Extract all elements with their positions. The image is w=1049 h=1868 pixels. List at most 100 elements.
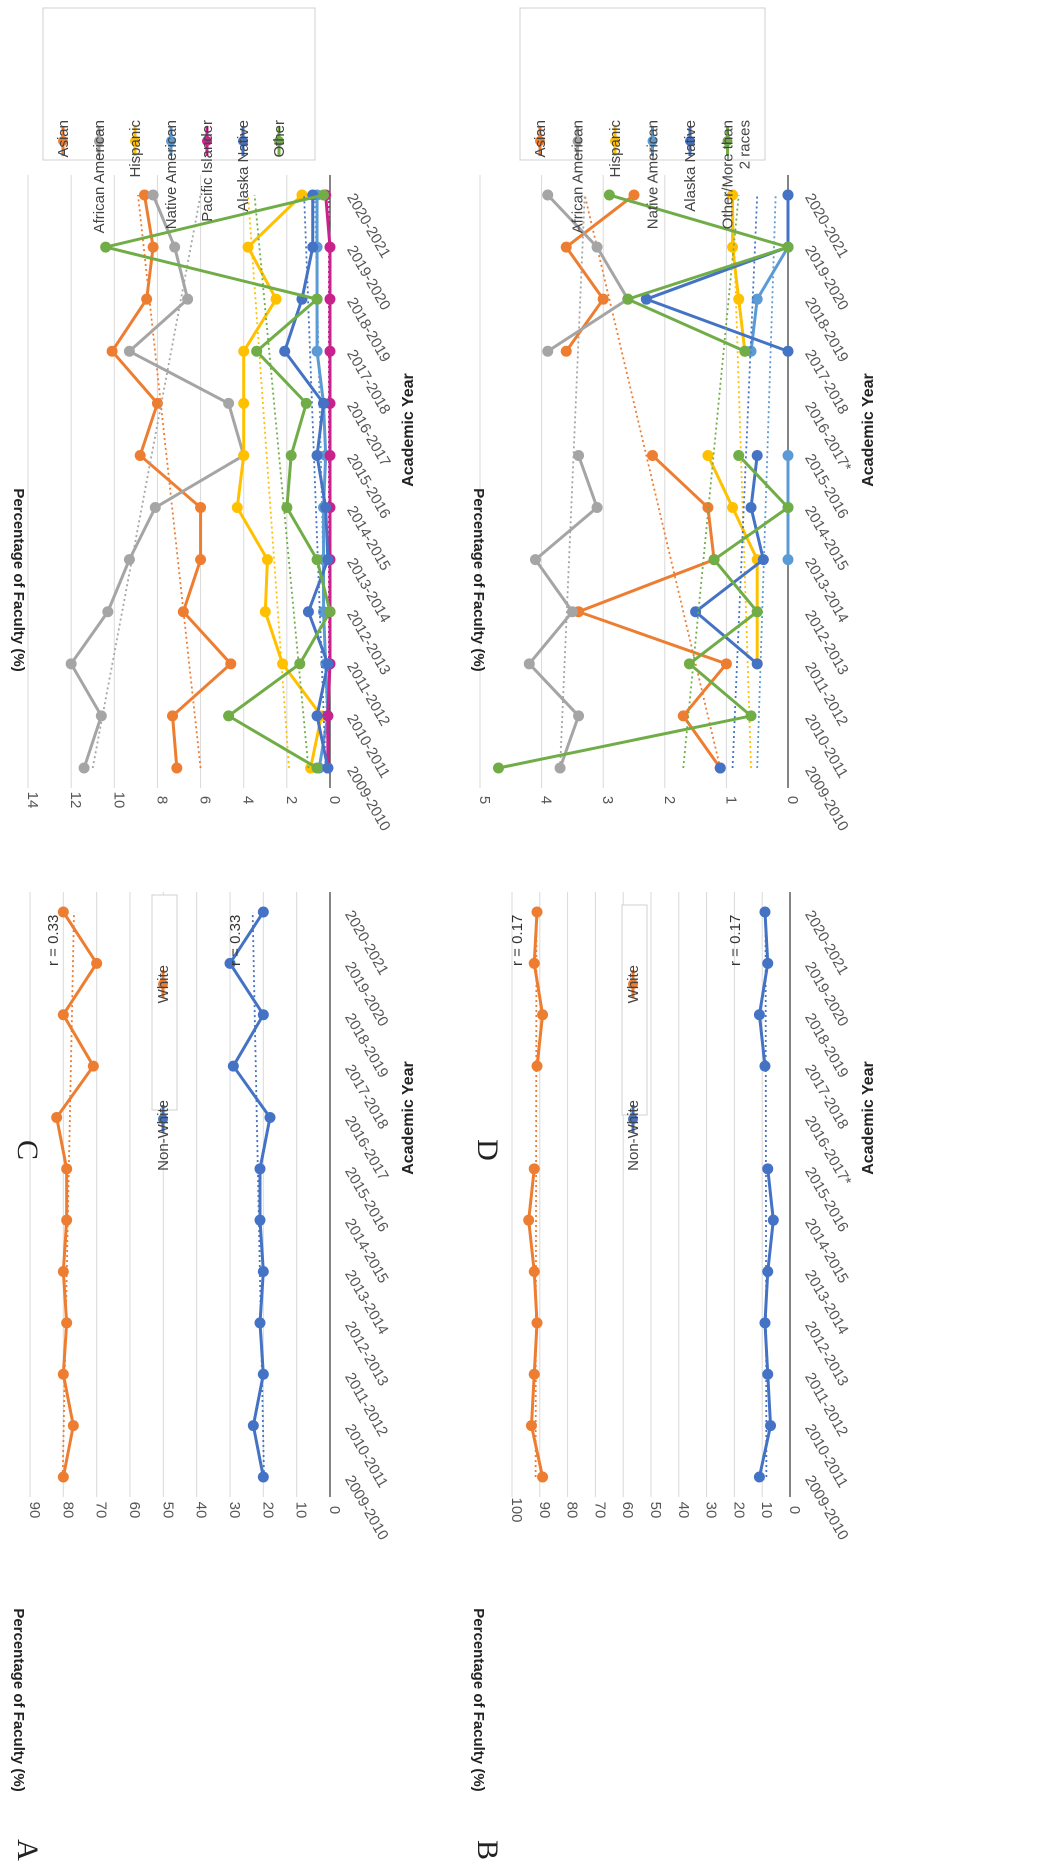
y-tick-label: 2 (283, 796, 300, 804)
legend-label: Asian (532, 120, 549, 158)
data-point (528, 1266, 540, 1278)
data-point (537, 1009, 549, 1021)
data-point (261, 554, 273, 566)
data-point (311, 449, 323, 461)
data-point (100, 241, 112, 253)
data-point (690, 606, 702, 618)
series-line (110, 194, 233, 769)
legend-label: 2 races (737, 120, 754, 169)
legend-item: White (625, 965, 642, 1003)
data-point (61, 1163, 73, 1175)
data-point (762, 957, 774, 969)
trend-line (731, 194, 759, 769)
data-point (523, 658, 535, 670)
series-line (608, 193, 794, 353)
legend-marker (274, 136, 284, 146)
series-african-american (65, 189, 250, 774)
correlation-annotation: r = 0.33 (227, 915, 244, 966)
correlation-annotation: r = 0.17 (727, 915, 744, 966)
y-tick-label: 90 (26, 1502, 43, 1519)
data-point (702, 449, 714, 461)
legend-marker (685, 136, 695, 146)
legend-label: Asian (55, 120, 72, 158)
y-tick-label: 14 (24, 792, 41, 809)
data-point (238, 449, 250, 461)
legend-marker (202, 136, 212, 146)
data-point (528, 1368, 540, 1380)
data-point (782, 189, 794, 201)
series-line (731, 195, 747, 352)
y-tick-label: 20 (259, 1502, 276, 1519)
data-point (525, 1420, 537, 1432)
data-point (677, 710, 689, 722)
data-point (123, 345, 135, 357)
data-point (302, 606, 314, 618)
data-point (254, 1317, 266, 1329)
data-point (542, 189, 554, 201)
data-point (270, 293, 282, 305)
data-point (727, 189, 739, 201)
y-axis-title: Percentage of Faculty (%) (470, 1608, 487, 1791)
y-tick-label: 10 (758, 1502, 775, 1519)
data-point (492, 762, 504, 774)
series-alaska-native (640, 189, 794, 774)
legend-label: Alaska Native (235, 120, 252, 212)
data-point (67, 1420, 79, 1432)
legend-item: Asian (55, 120, 72, 158)
legend-label: White (155, 965, 172, 1003)
legend-box (519, 7, 766, 161)
trend-line (764, 911, 768, 1478)
data-point (782, 241, 794, 253)
legend-label: White (625, 965, 642, 1003)
legend-label: Native American (163, 120, 180, 229)
trend-line (303, 194, 327, 769)
data-point (762, 1163, 774, 1175)
data-point (95, 710, 107, 722)
data-point (311, 293, 323, 305)
series-line (69, 194, 246, 769)
data-point (554, 762, 566, 774)
data-point (195, 554, 207, 566)
series-line (55, 911, 99, 1478)
y-tick-label: 70 (591, 1502, 608, 1519)
trend-line (559, 194, 586, 769)
data-point (759, 1060, 771, 1072)
data-point (57, 1471, 69, 1483)
legend-label: Pacific Islander (199, 120, 216, 222)
data-point (782, 449, 794, 461)
data-point (757, 554, 769, 566)
data-point (254, 1163, 266, 1175)
legend-marker (535, 136, 545, 146)
legend-item: Other (271, 120, 288, 158)
data-point (762, 1266, 774, 1278)
data-point (65, 658, 77, 670)
data-point (324, 345, 336, 357)
y-tick-label: 80 (59, 1502, 76, 1519)
data-point (745, 710, 757, 722)
data-point (531, 906, 543, 918)
data-point (727, 241, 739, 253)
legend: Asian African American Hispanic Native Amer… (519, 7, 766, 233)
series-other-more-than-2-races (492, 189, 794, 774)
data-point (591, 502, 603, 514)
data-point (106, 345, 118, 357)
data-point (640, 293, 652, 305)
legend-item: Hispanic (607, 120, 624, 178)
data-point (300, 397, 312, 409)
legend-item: Non-White (155, 1100, 172, 1171)
data-point (311, 762, 323, 774)
series-african-american (523, 189, 634, 774)
data-point (238, 397, 250, 409)
x-axis-title: Academic Year (860, 1061, 877, 1175)
data-point (531, 1317, 543, 1329)
data-point (753, 1471, 765, 1483)
trend-line (731, 194, 752, 769)
data-point (751, 658, 763, 670)
legend: Non-White White (151, 894, 178, 1171)
legend-item: Native American (163, 120, 180, 229)
series-line (235, 193, 323, 769)
legend-item: Alaska Native (682, 120, 699, 212)
data-point (324, 293, 336, 305)
series-alaska-native (279, 189, 334, 774)
